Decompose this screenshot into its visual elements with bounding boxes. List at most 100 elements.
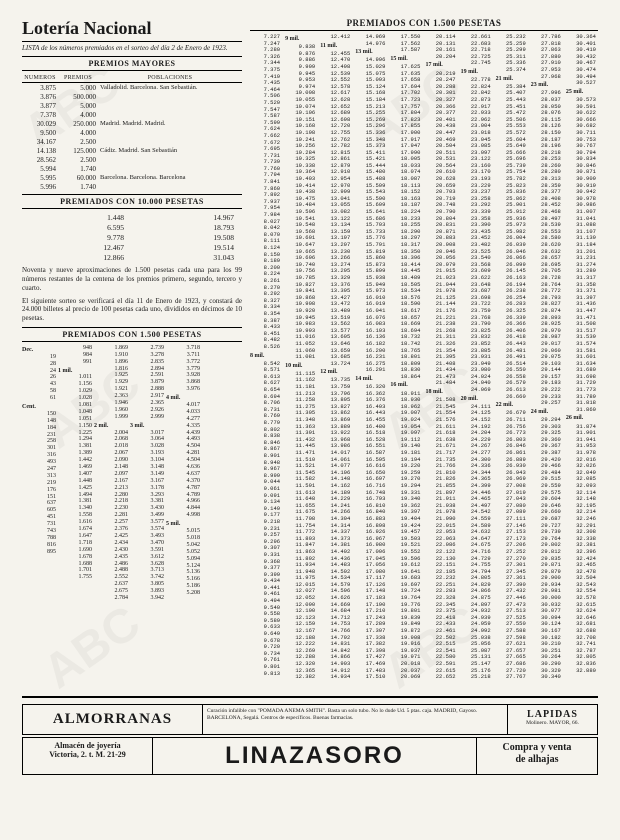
number-cell: 27.968: [531, 74, 563, 81]
ad-row-1: ALMORRANAS Curación infalible con "POMAD…: [22, 704, 598, 735]
number-cell: 29.257: [531, 400, 563, 407]
diez-mil-table: 1.44814.9676.59518.7939.77819.50812.4671…: [22, 212, 242, 262]
table-row: 5.9941.740: [22, 164, 242, 173]
number-cell: 4.504: [166, 443, 200, 450]
number-cell: 184: [22, 425, 56, 432]
number-cell: 3.278: [130, 352, 164, 359]
number-cell: 3.574: [130, 526, 164, 533]
number-cell: 1.999: [94, 414, 128, 421]
number-cell: 2.430: [94, 547, 128, 554]
number-cell: 1.081: [58, 402, 92, 409]
number-cell: 4.966: [166, 498, 200, 505]
number-cell: 14.976: [355, 41, 387, 48]
number-cell: 4.844: [166, 505, 200, 512]
number-cell: 4.277: [166, 416, 200, 423]
number-cell: 1.647: [58, 533, 92, 540]
number-cell: 1.896: [94, 359, 128, 366]
number-cell: 1.674: [58, 526, 92, 533]
number-cell: 1.381: [58, 443, 92, 450]
number-cell: 231: [22, 432, 56, 439]
number-cell: 3.772: [166, 359, 200, 366]
number-cell: 58: [22, 388, 56, 395]
number-cell: 2.637: [94, 581, 128, 588]
number-cell: 3.942: [130, 595, 164, 602]
number-cell: 2.068: [94, 436, 128, 443]
number-cell: 3.612: [130, 554, 164, 561]
number-cell: 2.835: [130, 359, 164, 366]
ad-lapidas: LAPIDAS Molinero. MAYOR, 66.: [507, 705, 597, 734]
number-cell: 3.711: [166, 352, 200, 359]
number-cell: 3.193: [130, 450, 164, 457]
dense-number-list: 7.2277.2477.2807.3267.3447.3757.4197.435…: [250, 34, 598, 684]
number-cell: 2.363: [94, 393, 128, 400]
number-cell: 5 mil.: [166, 519, 200, 528]
number-cell: 3.976: [166, 386, 200, 393]
number-cell: 2.784: [94, 595, 128, 602]
number-cell: 637: [22, 500, 56, 507]
number-cell: 151: [22, 494, 56, 501]
number-cell: 3.028: [130, 443, 164, 450]
number-cell: 14.934: [320, 674, 352, 681]
table-row: 9.5004.000: [22, 128, 242, 137]
number-cell: 4 mil.: [166, 393, 200, 402]
number-cell: 1.294: [58, 436, 92, 443]
number-cell: 25.374: [496, 67, 528, 74]
col-poblaciones: POBLACIONES: [98, 74, 242, 83]
table-row: 34.1672.500: [22, 137, 242, 146]
number-cell: 1.701: [58, 567, 92, 574]
number-cell: 150: [22, 411, 56, 418]
number-cell: 20.204: [425, 54, 457, 61]
number-cell: 3.493: [130, 533, 164, 540]
number-cell: 5.052: [166, 549, 200, 556]
number-cell: 2.213: [94, 485, 128, 492]
number-cell: 313: [22, 473, 56, 480]
number-cell: 4.017: [166, 402, 200, 409]
number-cell: 2 mil.: [94, 421, 128, 430]
number-cell: 2.591: [130, 372, 164, 379]
number-cell: 3.868: [166, 379, 200, 386]
number-cell: 2.097: [94, 471, 128, 478]
number-cell: 1.469: [58, 464, 92, 471]
number-cell: 25.218: [461, 674, 493, 681]
number-cell: 1.718: [58, 540, 92, 547]
table-row: 30.029250.000Madrid. Madrid. Madrid.: [22, 119, 242, 128]
number-cell: 5.186: [166, 583, 200, 590]
number-cell: 1.688: [58, 561, 92, 568]
number-cell: 1.389: [58, 450, 92, 457]
number-cell: 1.929: [94, 379, 128, 386]
number-cell: 1.340: [58, 505, 92, 512]
number-cell: 3.893: [130, 588, 164, 595]
number-cell: 2.675: [94, 588, 128, 595]
number-cell: 2.999: [130, 414, 164, 421]
number-cell: 3.064: [130, 436, 164, 443]
number-cell: 2.917: [130, 393, 164, 400]
number-cell: 1.494: [58, 492, 92, 499]
number-cell: 1.921: [94, 386, 128, 393]
number-cell: 3.430: [130, 505, 164, 512]
number-cell: 816: [22, 542, 56, 549]
ad-almorranas-text: Curación infalible con "POMADA ANEMA SMI…: [203, 705, 507, 734]
number-cell: 32.880: [566, 668, 598, 675]
number-cell: 493: [22, 459, 56, 466]
number-cell: 24.069: [461, 387, 493, 394]
number-cell: 8.526: [250, 344, 282, 351]
number-column: Dec.19282426435861Cent.15014818423125830…: [22, 345, 58, 602]
number-cell: 3.017: [130, 430, 164, 437]
ad-linazasoro: LINAZASORO: [153, 738, 477, 774]
table-row: 14.138125.000Cádiz. Madrid. San Sebastiá…: [22, 146, 242, 155]
number-cell: 451: [22, 514, 56, 521]
number-cell: 5.015: [166, 528, 200, 535]
table-row: 3.8755.000Valladolid. Barcelona. San Seb…: [22, 83, 242, 93]
number-cell: 21.484: [425, 380, 457, 387]
number-cell: 2.218: [94, 498, 128, 505]
number-cell: 948: [58, 345, 92, 352]
number-cell: 31.860: [566, 407, 598, 414]
ad-row-2: Almacén de joyería Victoria, 2. t. M. 21…: [22, 737, 598, 775]
number-cell: 28: [22, 361, 56, 368]
number-cell: 5.124: [166, 563, 200, 570]
number-cell: 4.998: [166, 512, 200, 519]
number-cell: 2.888: [130, 386, 164, 393]
number-cell: 3.713: [130, 567, 164, 574]
number-cell: 2.281: [94, 512, 128, 519]
number-cell: 895: [22, 549, 56, 556]
